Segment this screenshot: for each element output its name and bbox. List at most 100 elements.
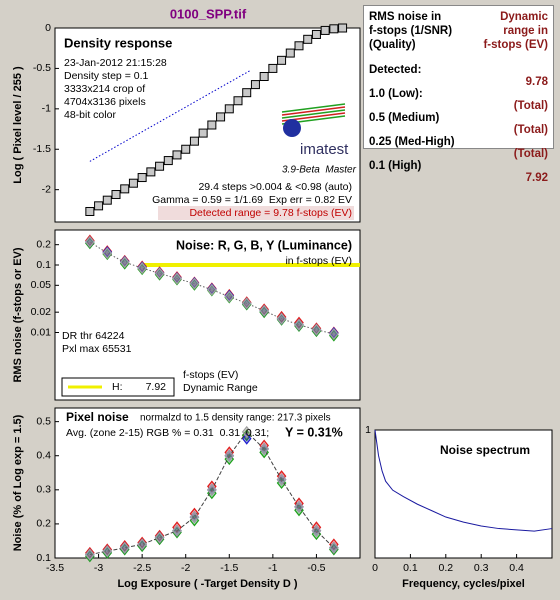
x-tick-label: -2.5 <box>133 562 151 574</box>
legend-label: H: <box>112 381 123 393</box>
data-point <box>294 318 304 331</box>
data-point <box>102 247 113 260</box>
y-tick-label: 0.1 <box>36 552 51 564</box>
result-row: Detected: 9.78 <box>369 64 548 88</box>
annotation: Detected range = 9.78 f-stops (EV) <box>189 207 352 219</box>
annotation: imatest <box>300 141 349 158</box>
data-point <box>311 322 322 335</box>
row-label: 0.25 (Med-High) <box>369 136 455 148</box>
data-point <box>189 277 200 290</box>
plot-area <box>54 229 361 401</box>
data-point <box>224 290 235 303</box>
chart-title: Pixel noise <box>66 410 129 424</box>
data-point <box>94 201 104 211</box>
series-line <box>89 241 334 335</box>
y-tick-label: 0.1 <box>36 259 51 271</box>
data-point <box>241 298 252 311</box>
data-point <box>224 446 235 459</box>
data-point <box>137 262 147 275</box>
annotation: 3.9-Beta Master <box>282 165 357 176</box>
y-tick-label: -1.5 <box>33 143 51 155</box>
annotation: Y = 0.31% <box>285 425 343 439</box>
data-point <box>329 543 339 556</box>
x-tick-label: 0.3 <box>474 562 489 574</box>
header-right: Dynamic range in f-stops (EV) <box>483 10 548 52</box>
row-label: 0.1 (High) <box>369 160 422 172</box>
data-point <box>120 184 130 194</box>
data-point <box>102 195 112 205</box>
data-point <box>154 529 165 542</box>
row-value: 7.92 <box>525 172 548 184</box>
header-line: Dynamic <box>500 11 548 23</box>
chart-title: Noise: R, G, B, Y (Luminance) <box>176 238 352 252</box>
annotation: 23-Jan-2012 21:15:28 <box>64 57 167 69</box>
y-tick-label: 1 <box>365 424 371 436</box>
header-line: (Quality) <box>369 39 416 51</box>
result-row: 1.0 (Low): (Total) <box>369 88 548 112</box>
data-point <box>320 25 330 35</box>
x-tick-label: 0.2 <box>438 562 453 574</box>
y-tick-label: 0.2 <box>36 518 51 530</box>
x-tick-label: -3.5 <box>46 562 64 574</box>
row-label: 0.5 (Medium) <box>369 112 440 124</box>
y-axis-label: Noise (% of Log exp = 1.5) <box>12 414 24 551</box>
data-point <box>85 234 95 247</box>
series-line <box>89 431 335 556</box>
data-point <box>259 304 269 317</box>
annotation: 3333x214 crop of <box>64 83 145 95</box>
data-point <box>311 521 322 534</box>
data-point <box>172 272 182 285</box>
data-point <box>119 540 130 553</box>
chart-title: Density response <box>64 35 172 50</box>
data-point <box>276 312 287 325</box>
annotation: Gamma = 0.59 = 1/1.69 Exp err = 0.82 EV <box>152 194 352 206</box>
series-line <box>374 429 553 532</box>
logo-stripe <box>281 106 346 116</box>
data-point <box>102 545 113 558</box>
y-tick-label: -0.5 <box>33 62 51 74</box>
x-tick-label: -1.5 <box>220 562 238 574</box>
x-tick-label: -2 <box>181 562 190 574</box>
data-point <box>294 497 304 510</box>
data-point <box>294 41 304 51</box>
header-line: RMS noise in <box>369 11 442 23</box>
data-point <box>294 319 304 332</box>
annotation: 29.4 steps >0.004 & <0.98 (auto) <box>198 181 352 193</box>
data-point <box>276 473 287 486</box>
y-tick-label: 0.2 <box>36 238 51 250</box>
results-header: RMS noise in f-stops (1/SNR) (Quality) Dyn… <box>369 10 548 52</box>
data-point <box>119 256 130 269</box>
data-point <box>329 327 339 341</box>
data-point <box>207 483 217 496</box>
results-rows: Detected: 9.78 1.0 (Low): (Total) 0.5 (Mediu… <box>369 64 548 184</box>
y-tick-label: 0.4 <box>36 450 51 462</box>
data-point <box>241 425 252 438</box>
data-point <box>85 550 95 563</box>
results-panel: RMS noise in f-stops (1/SNR) (Quality) Dyn… <box>363 5 554 184</box>
y-tick-label: 0.3 <box>36 484 51 496</box>
x-axis-label: Frequency, cycles/pixel <box>402 578 525 590</box>
row-value: (Total) <box>513 100 548 112</box>
data-point <box>242 88 252 98</box>
x-tick-label: 0 <box>372 562 378 574</box>
x-tick-label: -1 <box>268 562 277 574</box>
data-point <box>311 323 322 336</box>
data-point <box>111 190 121 200</box>
data-point <box>311 325 322 338</box>
legend-box <box>61 377 175 397</box>
data-point <box>329 541 339 554</box>
chart-title: Noise spectrum <box>440 443 530 457</box>
plot-area <box>54 407 361 559</box>
logo-stripe <box>281 109 346 119</box>
series-line <box>89 69 252 162</box>
data-point <box>172 526 182 539</box>
data-point <box>85 546 95 559</box>
annotation: Avg. (zone 2-15) RGB % = 0.31 0.31 0.31; <box>66 427 269 439</box>
y-tick-label: 0.02 <box>31 306 52 318</box>
annotation: f-stops (EV) <box>183 369 238 381</box>
annotation: normalzd to 1.5 density range: 217.3 pix… <box>140 413 331 424</box>
data-point <box>154 531 165 544</box>
y-axis-label: Log ( Pixel level / 255 ) <box>12 66 24 184</box>
